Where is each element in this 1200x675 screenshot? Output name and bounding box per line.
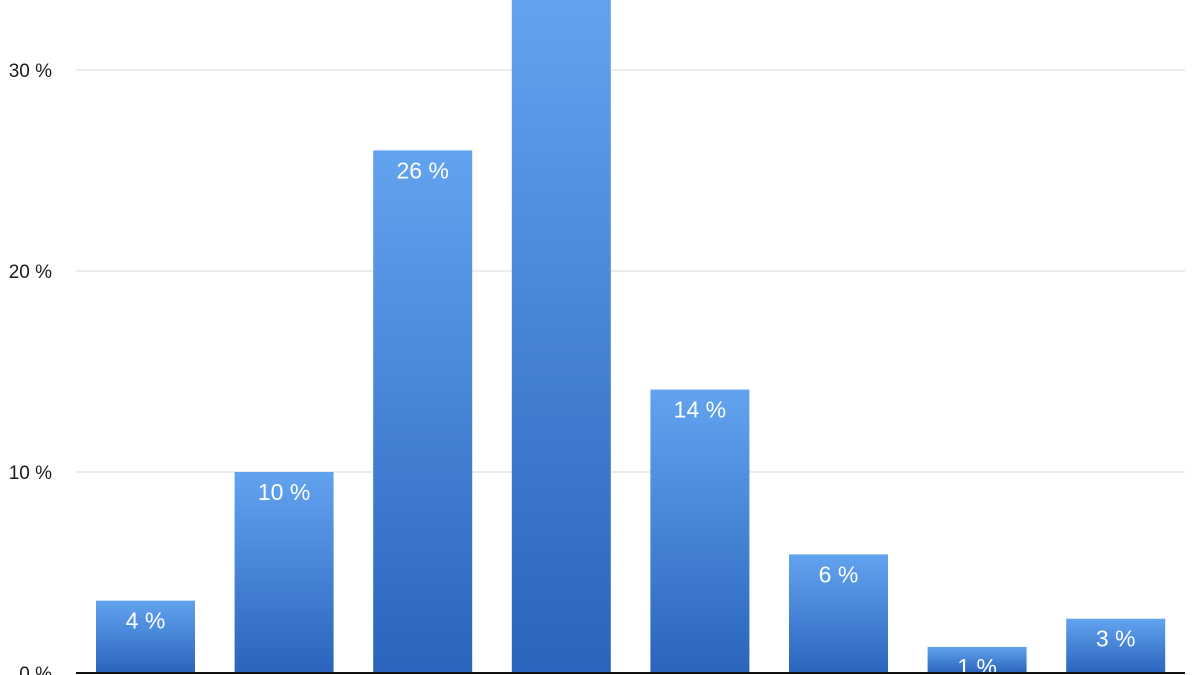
bar-data-label: 6 % xyxy=(819,561,859,587)
bars xyxy=(96,0,1166,673)
bar xyxy=(650,389,750,673)
bar xyxy=(1066,618,1166,673)
bar-data-label: 4 % xyxy=(126,608,166,634)
bar xyxy=(96,600,195,673)
bar-data-label: 14 % xyxy=(674,397,726,423)
y-axis: 0 % 10 % 20 % 30 % xyxy=(9,61,52,675)
bar xyxy=(511,0,611,673)
y-tick-label: 10 % xyxy=(9,463,52,484)
gridlines xyxy=(76,69,1185,473)
y-tick-label: 20 % xyxy=(9,262,52,283)
bar xyxy=(234,472,334,673)
bar xyxy=(373,150,473,673)
y-tick-label: 30 % xyxy=(9,61,52,82)
bar-data-label: 1 % xyxy=(957,654,997,675)
bar-data-label: 26 % xyxy=(396,157,448,183)
bar-data-label: 10 % xyxy=(258,479,310,505)
bar xyxy=(927,646,1027,673)
bar-data-label: 3 % xyxy=(1096,626,1136,652)
data-labels: 4 % 10 % 26 % 14 % 6 % 1 % 3 % xyxy=(126,157,1136,675)
bar xyxy=(789,554,888,673)
y-tick-label: 0 % xyxy=(19,664,52,675)
